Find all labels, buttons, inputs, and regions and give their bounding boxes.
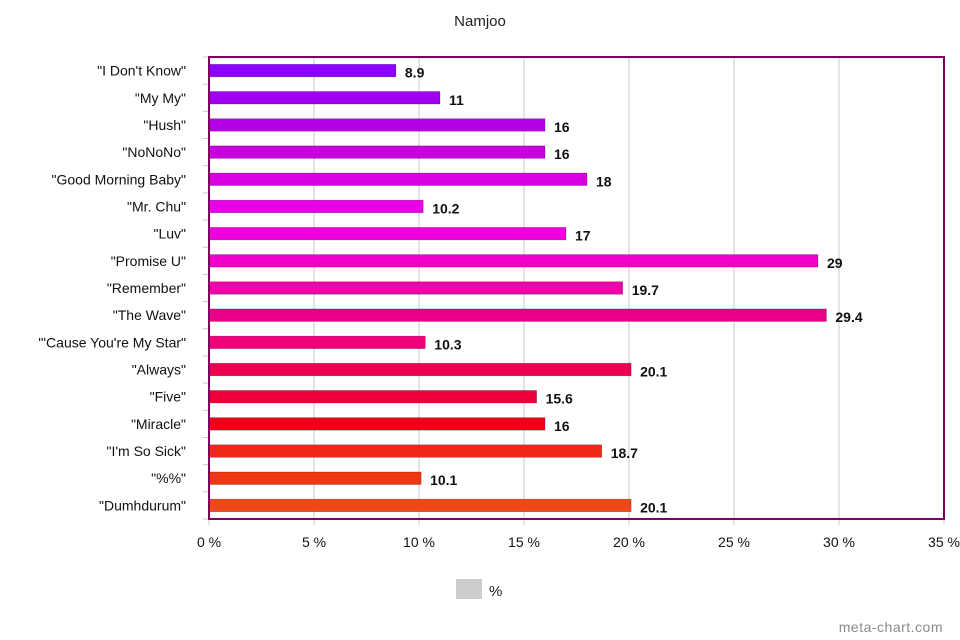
data-label: 10.3	[434, 336, 461, 352]
category-label: "My My"	[135, 90, 186, 106]
data-label: 11	[449, 92, 464, 108]
bar[interactable]	[208, 362, 632, 377]
category-labels: "I Don't Know" "My My" "Hush" "NoNoNo" "Good…	[38, 63, 186, 514]
legend-swatch	[456, 579, 482, 599]
category-label: "The Wave"	[113, 307, 186, 323]
data-label: 20.1	[640, 499, 667, 515]
category-label: "%%"	[151, 470, 186, 486]
x-tick-label: 20 %	[613, 534, 645, 550]
bar[interactable]	[208, 254, 819, 268]
x-tick-label: 0 %	[197, 534, 221, 550]
x-tick-label: 25 %	[718, 534, 750, 550]
category-label: "Good Morning Baby"	[52, 171, 186, 187]
data-label: 16	[554, 119, 570, 135]
legend: %	[456, 579, 502, 600]
bar[interactable]	[208, 444, 603, 458]
bar[interactable]	[208, 417, 546, 431]
x-tick-label: 15 %	[508, 534, 540, 550]
data-label: 10.2	[432, 200, 459, 216]
category-label: "Remember"	[107, 280, 186, 296]
data-label: 8.9	[405, 65, 425, 81]
bar[interactable]	[208, 145, 546, 159]
bar[interactable]	[208, 199, 424, 214]
bar[interactable]	[208, 281, 624, 295]
bars: 8.9 11 16 16 18 10.2 17 29 19.7 29.4 10.3 20.1 15.6 1…	[208, 64, 863, 515]
category-label: "Hush"	[143, 117, 186, 133]
data-label: 10.1	[430, 472, 457, 488]
data-label: 16	[554, 418, 570, 434]
x-tick-label: 30 %	[823, 534, 855, 550]
data-label: 16	[554, 146, 570, 162]
category-label: "I'm So Sick"	[106, 443, 186, 459]
x-tick-label: 35 %	[928, 534, 960, 550]
bar[interactable]	[208, 118, 546, 132]
data-label: 18.7	[611, 445, 638, 461]
category-label: "'Cause You're My Star"	[38, 334, 186, 350]
x-tick-label: 10 %	[403, 534, 435, 550]
data-label: 29.4	[835, 309, 862, 325]
bar[interactable]	[208, 308, 827, 322]
category-label: "Luv"	[153, 226, 186, 242]
bar[interactable]	[208, 172, 588, 186]
category-label: "Promise U"	[111, 253, 186, 269]
bar[interactable]	[208, 471, 422, 485]
bar[interactable]	[208, 64, 397, 78]
category-label: "I Don't Know"	[97, 63, 186, 79]
category-label: "Miracle"	[131, 416, 186, 432]
data-label: 20.1	[640, 364, 667, 380]
data-label: 19.7	[632, 282, 659, 298]
category-label: "Five"	[150, 389, 186, 405]
bar[interactable]	[208, 498, 632, 512]
bar[interactable]	[208, 390, 537, 404]
data-label: 17	[575, 228, 591, 244]
data-label: 29	[827, 255, 843, 271]
data-label: 15.6	[546, 391, 573, 407]
bar[interactable]	[208, 335, 426, 349]
category-label: "Mr. Chu"	[127, 198, 186, 214]
legend-label: %	[489, 583, 502, 600]
chart-title: Namjoo	[454, 13, 506, 30]
watermark[interactable]: meta-chart.com	[839, 619, 943, 635]
plot-frame	[208, 56, 945, 520]
data-label: 18	[596, 173, 612, 189]
category-label: "Dumhdurum"	[99, 497, 186, 513]
x-tick-label: 5 %	[302, 534, 326, 550]
bar[interactable]	[208, 227, 567, 241]
category-label: "Always"	[132, 362, 186, 378]
x-axis-ticks: 0 % 5 % 10 % 15 % 20 % 25 % 30 % 35 %	[197, 534, 960, 550]
category-label: "NoNoNo"	[122, 144, 186, 160]
bar[interactable]	[208, 91, 441, 105]
